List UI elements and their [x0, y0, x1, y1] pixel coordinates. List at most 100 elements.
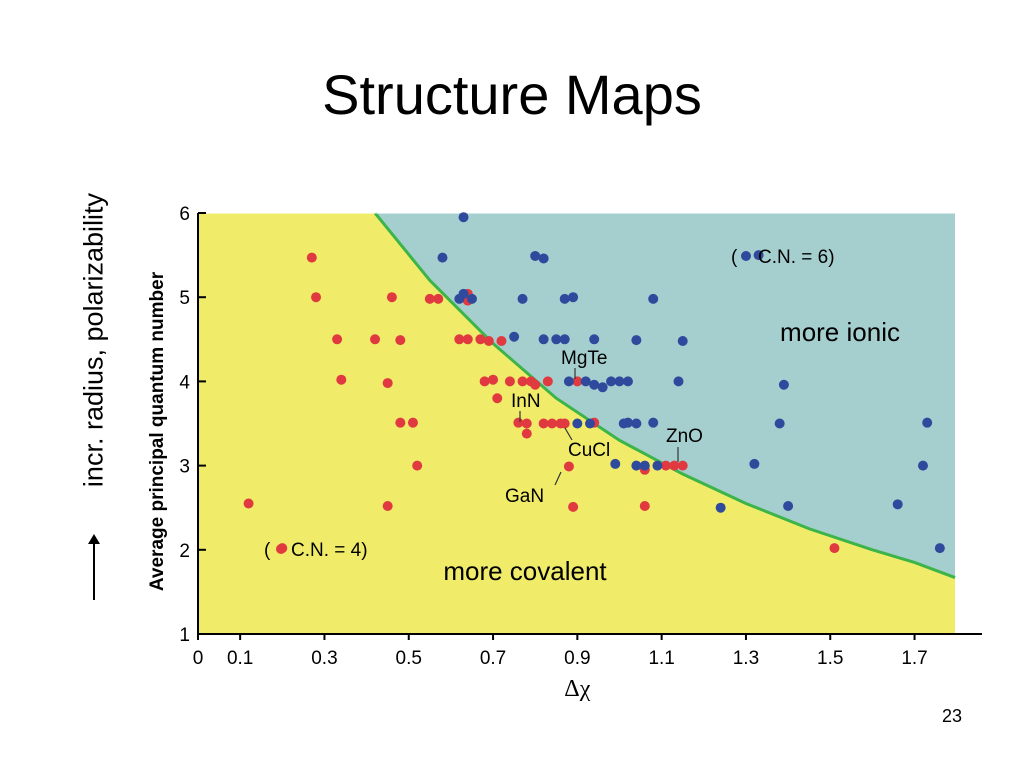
- cn6-data-point: [631, 418, 642, 429]
- cn6-data-point: [622, 417, 633, 428]
- cn4-data-point: [412, 460, 423, 471]
- cn4-data-point: [395, 335, 406, 346]
- cn4-data-point: [433, 293, 444, 304]
- annotation-zno: ZnO: [666, 426, 703, 447]
- cn4-data-point: [639, 501, 650, 512]
- legend-open-paren: (: [731, 247, 738, 268]
- cn6-data-point: [892, 499, 903, 510]
- cn6-data-point: [437, 252, 448, 263]
- cn4-data-point: [488, 374, 499, 385]
- cn4-data-point: [504, 376, 515, 387]
- x-tick-label: 0: [193, 648, 204, 669]
- cn6-data-point: [631, 335, 642, 346]
- cn4-data-point: [454, 334, 465, 345]
- more-ionic-label: more ionic: [780, 317, 900, 347]
- cn4-data-point: [677, 460, 688, 471]
- cn6-data-point: [774, 418, 785, 429]
- cn6-data-point: [715, 502, 726, 513]
- cn6-data-point: [749, 458, 760, 469]
- cn4-data-point: [479, 376, 490, 387]
- x-axis-label: Δχ: [564, 676, 590, 702]
- legend-cn4-marker: [276, 544, 286, 554]
- cn4-data-point: [513, 417, 524, 428]
- cn6-data-point: [639, 460, 650, 471]
- cn6-data-point: [673, 376, 684, 387]
- more-covalent-label: more covalent: [443, 556, 607, 586]
- cn6-data-point: [783, 501, 794, 512]
- cn6-data-point: [648, 293, 659, 304]
- cn6-data-point: [677, 335, 688, 346]
- cn6-data-point: [917, 460, 928, 471]
- chart-labels: Δχ Average principal quantum number more i…: [147, 247, 900, 702]
- y-tick-label: 5: [179, 288, 190, 309]
- y-tick-label: 6: [179, 204, 190, 225]
- cn4-data-point: [395, 417, 406, 428]
- legend-cn6-marker: [741, 251, 751, 261]
- cn4-data-point: [306, 252, 317, 263]
- cn4-data-point: [332, 334, 343, 345]
- cn6-data-point: [606, 376, 617, 387]
- slide-number: 23: [941, 706, 962, 726]
- cn6-data-point: [597, 382, 608, 393]
- ionic-region: [375, 213, 955, 578]
- y-tick-label: 2: [179, 541, 190, 562]
- cn6-data-point: [509, 331, 520, 342]
- cn4-data-point: [530, 379, 541, 390]
- cn4-data-point: [496, 335, 507, 346]
- cn4-data-point: [462, 334, 473, 345]
- cn4-data-point: [563, 461, 574, 472]
- cn4-data-point: [382, 501, 393, 512]
- cn4-data-point: [568, 501, 579, 512]
- axes: 1 2 3 4 5 6 0 0.1 0.3 0.5 0.7 0.9 1.1 1.3 1.5 1.7: [179, 204, 982, 669]
- cn4-data-point: [492, 393, 503, 404]
- x-tick-label: 0.7: [480, 648, 506, 669]
- annotation-leader: [564, 427, 573, 441]
- cn6-data-point: [610, 458, 621, 469]
- cn4-data-point: [386, 292, 397, 303]
- cn4-data-point: [382, 378, 393, 389]
- y-tick-label: 1: [179, 625, 190, 646]
- annotation-mgte: MgTe: [561, 348, 607, 369]
- cn4-data-point: [547, 418, 558, 429]
- cn4-data-point: [243, 498, 254, 509]
- annotation-inn: InN: [511, 391, 541, 412]
- cn4-data-point: [542, 376, 553, 387]
- cn6-data-point: [589, 379, 600, 390]
- x-tick-label: 1.3: [733, 648, 759, 669]
- annotation-gan: GaN: [505, 486, 544, 507]
- cn6-data-point: [563, 376, 574, 387]
- cn4-data-point: [483, 335, 494, 346]
- cn6-data-point: [466, 293, 477, 304]
- cn4-data-point: [424, 293, 435, 304]
- cn4-data-point: [660, 460, 671, 471]
- x-tick-label: 0.5: [396, 648, 422, 669]
- cn6-data-point: [753, 250, 764, 261]
- cn6-data-point: [584, 418, 595, 429]
- cn6-data-point: [622, 376, 633, 387]
- cn6-data-point: [614, 376, 625, 387]
- x-tick-label: 1.5: [817, 648, 843, 669]
- slide-title: Structure Maps: [322, 63, 702, 126]
- cn6-data-point: [458, 212, 469, 223]
- cn6-data-point: [778, 379, 789, 390]
- x-tick-label: 0.3: [311, 648, 337, 669]
- annotation-leader: [554, 471, 562, 486]
- cn4-data-point: [538, 418, 549, 429]
- cn6-data-point: [538, 253, 549, 264]
- cn4-data-point: [475, 334, 486, 345]
- cn4-data-point: [521, 418, 532, 429]
- cn4-data-point: [829, 543, 840, 554]
- cn6-data-point: [934, 543, 945, 554]
- cn4-data-point: [669, 460, 680, 471]
- cn6-data-point: [568, 292, 579, 303]
- cn6-data-point: [589, 334, 600, 345]
- cn6-data-point: [551, 334, 562, 345]
- cn4-data-point: [521, 428, 532, 439]
- cn6-data-point: [538, 334, 549, 345]
- cn4-data-point: [311, 292, 322, 303]
- cn6-data-point: [559, 334, 570, 345]
- x-tick-label: 1.7: [901, 648, 927, 669]
- cn4-data-point: [517, 376, 528, 387]
- y-tick-label: 4: [179, 372, 190, 393]
